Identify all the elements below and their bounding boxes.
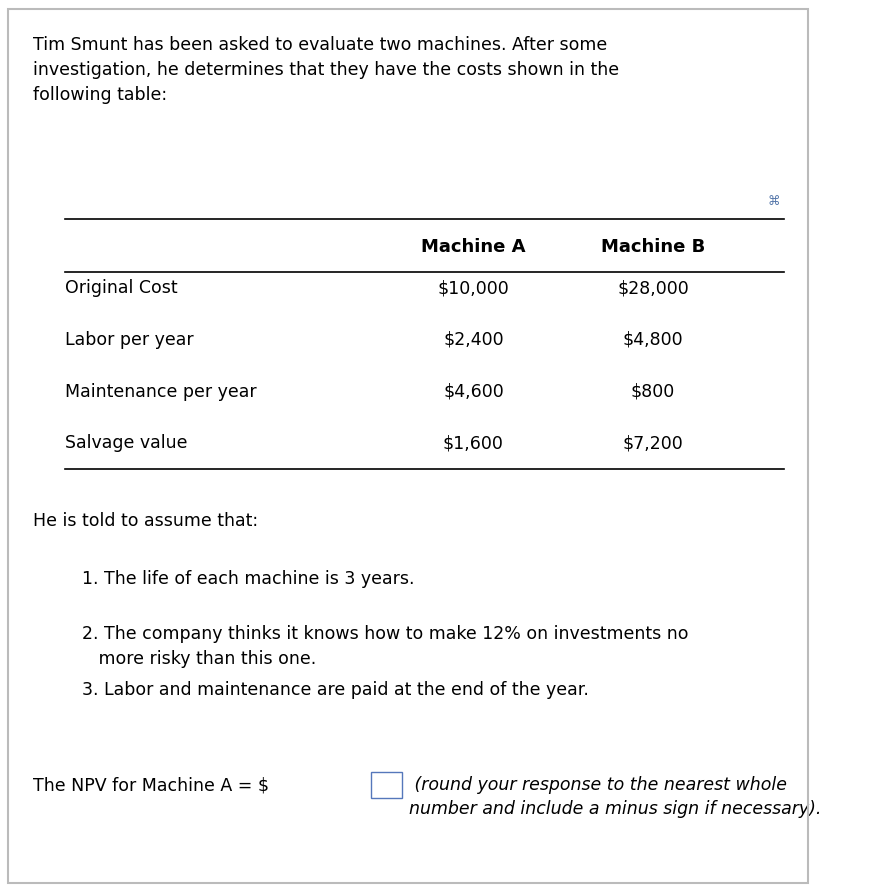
Text: 3. Labor and maintenance are paid at the end of the year.: 3. Labor and maintenance are paid at the…: [82, 681, 588, 698]
Text: $4,600: $4,600: [443, 383, 504, 401]
Text: (round your response to the nearest whole
number and include a minus sign if nec: (round your response to the nearest whol…: [409, 776, 821, 818]
Text: $2,400: $2,400: [443, 331, 504, 349]
Text: 1. The life of each machine is 3 years.: 1. The life of each machine is 3 years.: [82, 570, 414, 588]
Text: $800: $800: [631, 383, 675, 401]
Text: Labor per year: Labor per year: [66, 331, 194, 349]
Text: $1,600: $1,600: [443, 434, 504, 452]
Text: Maintenance per year: Maintenance per year: [66, 383, 257, 401]
Text: $4,800: $4,800: [623, 331, 683, 349]
Text: Machine B: Machine B: [601, 238, 705, 256]
Text: $7,200: $7,200: [623, 434, 683, 452]
Text: Machine A: Machine A: [421, 238, 525, 256]
Text: Original Cost: Original Cost: [66, 279, 178, 297]
Text: 2. The company thinks it knows how to make 12% on investments no
   more risky t: 2. The company thinks it knows how to ma…: [82, 625, 688, 667]
Text: ⌘: ⌘: [767, 194, 780, 208]
Text: He is told to assume that:: He is told to assume that:: [33, 512, 258, 530]
Text: $28,000: $28,000: [618, 279, 689, 297]
Text: The NPV for Machine A = $: The NPV for Machine A = $: [33, 776, 268, 794]
Text: Tim Smunt has been asked to evaluate two machines. After some
investigation, he : Tim Smunt has been asked to evaluate two…: [33, 36, 618, 103]
Bar: [371, 772, 402, 798]
Text: $10,000: $10,000: [438, 279, 509, 297]
Text: Salvage value: Salvage value: [66, 434, 188, 452]
